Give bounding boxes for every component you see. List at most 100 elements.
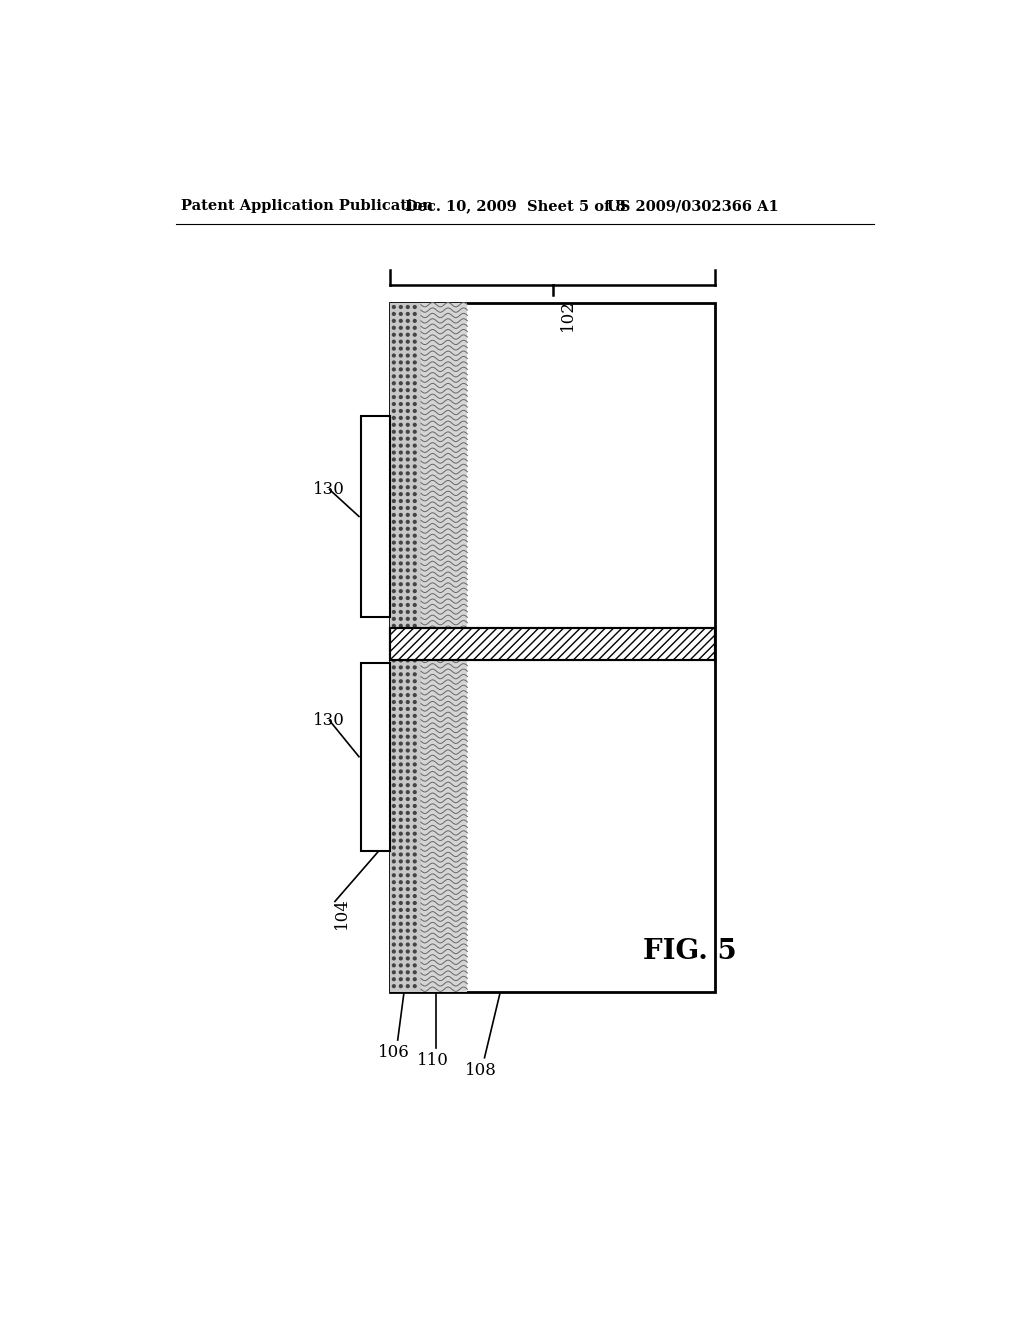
Circle shape xyxy=(399,708,402,710)
Circle shape xyxy=(399,957,402,960)
Circle shape xyxy=(392,639,395,642)
Bar xyxy=(390,304,421,991)
Circle shape xyxy=(414,964,416,966)
Circle shape xyxy=(399,458,402,461)
Circle shape xyxy=(407,326,410,329)
Circle shape xyxy=(392,437,395,440)
Circle shape xyxy=(407,846,410,849)
Circle shape xyxy=(392,409,395,412)
Text: 104: 104 xyxy=(334,898,350,929)
Circle shape xyxy=(414,777,416,780)
Circle shape xyxy=(407,874,410,876)
Bar xyxy=(390,628,421,660)
Circle shape xyxy=(414,430,416,433)
Circle shape xyxy=(414,805,416,808)
Circle shape xyxy=(407,916,410,919)
Circle shape xyxy=(414,770,416,772)
Circle shape xyxy=(392,950,395,953)
Circle shape xyxy=(407,861,410,863)
Circle shape xyxy=(392,742,395,744)
Circle shape xyxy=(392,791,395,793)
Circle shape xyxy=(407,797,410,800)
Circle shape xyxy=(407,513,410,516)
Circle shape xyxy=(407,694,410,697)
Circle shape xyxy=(392,528,395,531)
Circle shape xyxy=(392,631,395,634)
Circle shape xyxy=(399,313,402,315)
Circle shape xyxy=(407,507,410,510)
Circle shape xyxy=(399,618,402,620)
Circle shape xyxy=(392,867,395,870)
Circle shape xyxy=(407,334,410,337)
Circle shape xyxy=(392,375,395,378)
Circle shape xyxy=(407,853,410,855)
Circle shape xyxy=(414,306,416,309)
Circle shape xyxy=(414,417,416,420)
Circle shape xyxy=(392,722,395,725)
Circle shape xyxy=(414,354,416,356)
Circle shape xyxy=(392,473,395,475)
Circle shape xyxy=(407,908,410,911)
Circle shape xyxy=(392,895,395,898)
Circle shape xyxy=(399,624,402,627)
Circle shape xyxy=(407,548,410,550)
Circle shape xyxy=(414,576,416,578)
Circle shape xyxy=(407,929,410,932)
Circle shape xyxy=(399,306,402,309)
Circle shape xyxy=(414,923,416,925)
Circle shape xyxy=(399,597,402,599)
Circle shape xyxy=(414,326,416,329)
Circle shape xyxy=(399,763,402,766)
Circle shape xyxy=(399,528,402,531)
Circle shape xyxy=(414,784,416,787)
Circle shape xyxy=(392,590,395,593)
Circle shape xyxy=(392,797,395,800)
Circle shape xyxy=(407,770,410,772)
Circle shape xyxy=(407,680,410,682)
Circle shape xyxy=(399,680,402,682)
Circle shape xyxy=(392,972,395,974)
Circle shape xyxy=(407,341,410,343)
Circle shape xyxy=(407,313,410,315)
Circle shape xyxy=(407,362,410,364)
Circle shape xyxy=(392,708,395,710)
Circle shape xyxy=(407,458,410,461)
Circle shape xyxy=(392,396,395,399)
Circle shape xyxy=(392,583,395,586)
Circle shape xyxy=(407,818,410,821)
Circle shape xyxy=(407,381,410,384)
Circle shape xyxy=(414,465,416,467)
Circle shape xyxy=(407,777,410,780)
Circle shape xyxy=(399,334,402,337)
Circle shape xyxy=(392,861,395,863)
Circle shape xyxy=(414,645,416,648)
Circle shape xyxy=(392,929,395,932)
Circle shape xyxy=(399,409,402,412)
Circle shape xyxy=(392,445,395,447)
Circle shape xyxy=(392,645,395,648)
Circle shape xyxy=(399,929,402,932)
Circle shape xyxy=(407,686,410,689)
Bar xyxy=(421,304,467,991)
Circle shape xyxy=(414,972,416,974)
Circle shape xyxy=(414,895,416,898)
Circle shape xyxy=(392,381,395,384)
Circle shape xyxy=(407,465,410,467)
Circle shape xyxy=(392,430,395,433)
Circle shape xyxy=(407,750,410,752)
Circle shape xyxy=(407,895,410,898)
Circle shape xyxy=(399,569,402,572)
Circle shape xyxy=(399,944,402,946)
Circle shape xyxy=(414,334,416,337)
Circle shape xyxy=(414,569,416,572)
Circle shape xyxy=(414,791,416,793)
Text: Dec. 10, 2009  Sheet 5 of 8: Dec. 10, 2009 Sheet 5 of 8 xyxy=(406,199,626,213)
Circle shape xyxy=(407,729,410,731)
Circle shape xyxy=(414,631,416,634)
Circle shape xyxy=(407,950,410,953)
Circle shape xyxy=(414,368,416,371)
Circle shape xyxy=(399,797,402,800)
Circle shape xyxy=(414,756,416,759)
Circle shape xyxy=(414,673,416,676)
Circle shape xyxy=(414,652,416,655)
